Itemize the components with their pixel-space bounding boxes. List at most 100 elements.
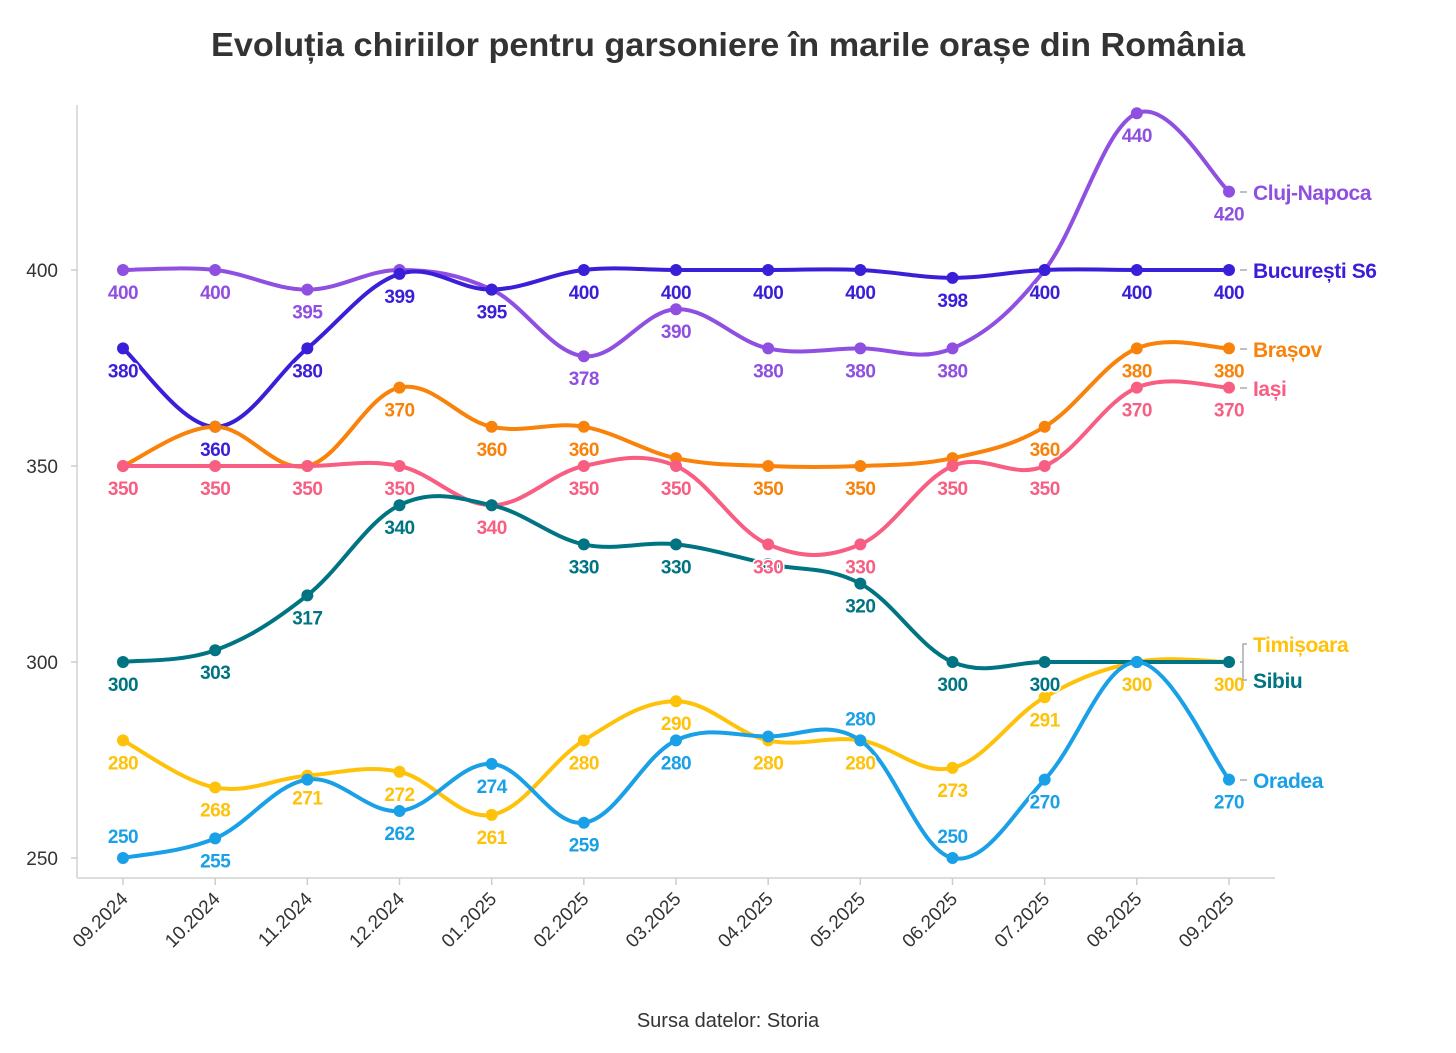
data-point-timis-oara [670,695,682,708]
data-point-ias-i [1038,460,1051,472]
data-point-timis-oara [946,761,959,774]
end-label-bras-ov: Brașov [1253,339,1323,362]
data-label-sibiu: 320 [845,597,875,618]
data-point-sibiu [117,656,129,668]
data-label-cluj-napoca: 420 [1214,205,1244,226]
data-point-oradea [577,816,590,829]
data-label-ias-i: 370 [1214,401,1244,422]
x-tick-label: 11.2024 [254,888,317,951]
series-line-cluj-napoca [121,109,1231,359]
data-point-bucures-ti-s6 [485,283,498,296]
data-label-sibiu: 330 [569,557,599,578]
data-point-oradea [209,832,222,845]
data-point-bras-ov [1038,420,1051,433]
data-point-bucures-ti-s6 [393,267,406,280]
data-label-bucures-ti-s6: 395 [477,303,508,324]
data-label-bucures-ti-s6: 400 [1030,283,1060,304]
data-label-ias-i: 330 [753,557,783,578]
data-point-ias-i [854,538,867,551]
data-point-oradea [301,773,314,786]
data-point-bucures-ti-s6 [1130,264,1143,276]
data-point-bucures-ti-s6 [670,264,682,276]
data-point-timis-oara [117,734,129,747]
data-point-cluj-napoca [762,342,775,355]
x-tick-label: 05.2025 [806,889,869,952]
data-point-ias-i [1223,381,1235,394]
data-label-sibiu: 317 [292,608,322,629]
end-label-timis-oara: Timișoara [1253,634,1349,657]
data-point-cluj-napoca [117,264,129,276]
data-label-oradea: 274 [477,777,508,798]
data-point-oradea [854,734,867,747]
end-label-oradea: Oradea [1253,770,1324,793]
data-label-ias-i: 350 [200,479,230,500]
x-tick-label: 04.2025 [714,889,777,952]
data-label-ias-i: 330 [845,557,875,578]
data-label-timis-oara: 280 [108,753,138,774]
data-label-timis-oara: 300 [1214,675,1244,696]
data-label-cluj-napoca: 400 [200,283,230,304]
data-point-cluj-napoca [209,264,222,276]
data-point-timis-oara [1038,691,1051,704]
data-label-bucures-ti-s6: 380 [292,361,322,382]
data-label-sibiu: 303 [200,663,230,684]
data-label-oradea: 250 [108,827,138,848]
x-tick-label: 03.2025 [622,889,685,952]
x-tick-label: 01.2025 [438,889,501,952]
data-label-timis-oara: 268 [200,800,230,821]
end-label-sibiu: Sibiu [1253,670,1302,693]
data-point-sibiu [670,538,682,551]
data-point-bucures-ti-s6 [1038,264,1051,276]
data-label-ias-i: 350 [384,479,414,500]
data-point-oradea [1223,773,1235,786]
data-point-cluj-napoca [1130,107,1143,120]
data-label-oradea: 250 [937,827,967,848]
data-label-oradea: 270 [1214,793,1244,814]
data-label-cluj-napoca: 395 [292,303,323,324]
y-tick-label: 350 [26,457,58,478]
data-point-sibiu [577,538,590,551]
data-label-oradea: 262 [384,824,414,845]
data-point-bucures-ti-s6 [854,264,867,276]
x-tick-label: 07.2025 [991,889,1054,952]
data-point-cluj-napoca [854,342,867,355]
data-point-oradea [485,757,498,770]
data-point-sibiu [393,499,406,512]
data-point-bras-ov [393,381,406,394]
x-tick-label: 09.2025 [1175,889,1238,952]
data-point-ias-i [301,460,314,472]
data-label-timis-oara: 280 [845,753,875,774]
end-label-ias-i: Iași [1253,378,1286,401]
data-label-oradea: 255 [200,851,231,872]
data-label-oradea: 270 [1030,793,1060,814]
y-tick-label: 400 [26,261,58,282]
data-label-ias-i: 350 [937,479,967,500]
data-label-bras-ov: 360 [1030,440,1060,461]
data-label-cluj-napoca: 380 [845,361,875,382]
data-point-cluj-napoca [946,342,959,355]
data-point-cluj-napoca [301,283,314,296]
data-point-oradea [1038,773,1051,786]
data-label-timis-oara: 290 [661,714,691,735]
data-label-timis-oara: 261 [477,828,508,849]
data-label-cluj-napoca: 380 [937,361,967,382]
data-label-bras-ov: 360 [477,440,507,461]
data-label-cluj-napoca: 440 [1122,126,1152,147]
data-point-sibiu [762,558,775,570]
data-label-bucures-ti-s6: 400 [661,283,691,304]
data-label-sibiu: 300 [937,675,967,696]
data-point-timis-oara [209,781,222,794]
data-label-timis-oara: 272 [384,785,414,806]
data-label-cluj-napoca: 400 [108,283,138,304]
x-tick-label: 08.2025 [1083,889,1146,952]
data-point-bucures-ti-s6 [301,342,314,355]
data-label-bucures-ti-s6: 400 [1214,283,1244,304]
data-label-bras-ov: 350 [845,479,875,500]
data-point-timis-oara [485,808,498,821]
data-label-ias-i: 350 [108,479,138,500]
data-point-ias-i [393,460,406,472]
data-point-sibiu [485,499,498,512]
data-point-sibiu [1223,656,1235,668]
data-label-bucures-ti-s6: 400 [1122,283,1152,304]
data-point-ias-i [670,460,682,472]
